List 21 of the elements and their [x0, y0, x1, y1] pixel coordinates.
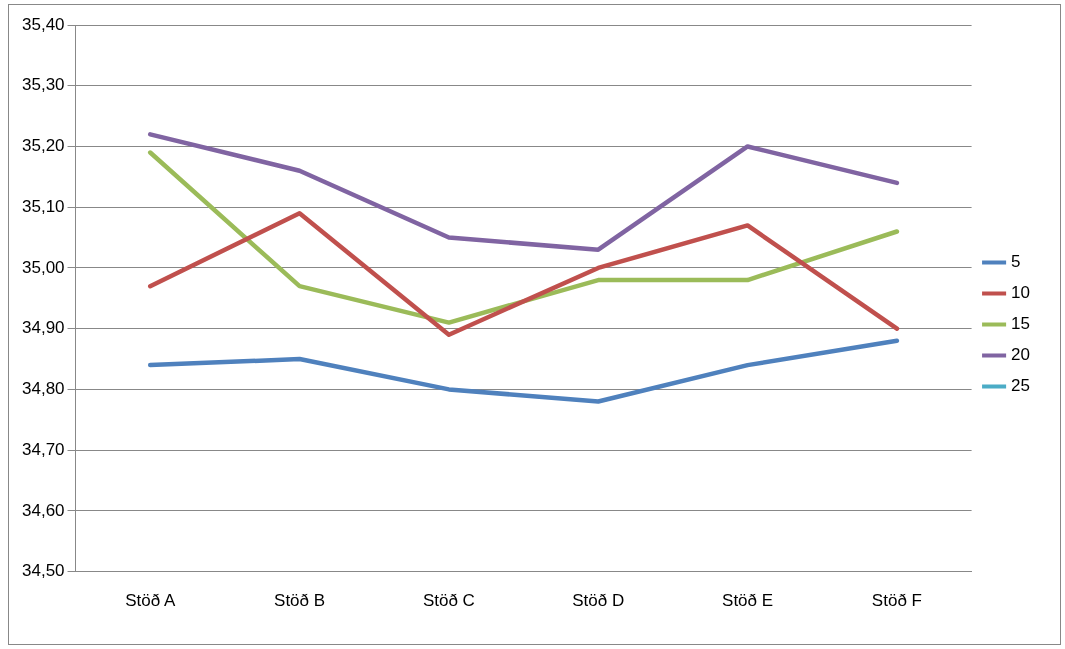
- x-tick-label: Stöð A: [125, 591, 176, 611]
- y-tick-label: 34,70: [21, 439, 65, 459]
- x-tick-label: Stöð B: [274, 591, 326, 611]
- y-tick-label: 35,10: [21, 196, 65, 216]
- x-tick-label: Stöð C: [422, 591, 475, 611]
- y-tick-label: 35,40: [21, 14, 65, 34]
- y-tick-label: 35,00: [21, 257, 65, 277]
- y-tick-label: 35,30: [21, 75, 65, 95]
- y-tick-label: 34,80: [21, 379, 65, 399]
- y-tick-label: 34,60: [21, 500, 65, 520]
- legend-label: 10: [1011, 283, 1031, 303]
- x-tick-label: Stöð E: [722, 591, 774, 611]
- legend-label: 5: [1011, 252, 1021, 272]
- x-tick-label: Stöð D: [572, 591, 625, 611]
- y-tick-label: 34,90: [21, 318, 65, 338]
- legend-label: 15: [1011, 314, 1031, 334]
- y-tick-label: 34,50: [21, 561, 65, 581]
- legend-label: 20: [1011, 345, 1031, 365]
- y-tick-label: 35,20: [21, 136, 65, 156]
- x-tick-label: Stöð F: [871, 591, 922, 611]
- legend-label: 25: [1011, 376, 1031, 396]
